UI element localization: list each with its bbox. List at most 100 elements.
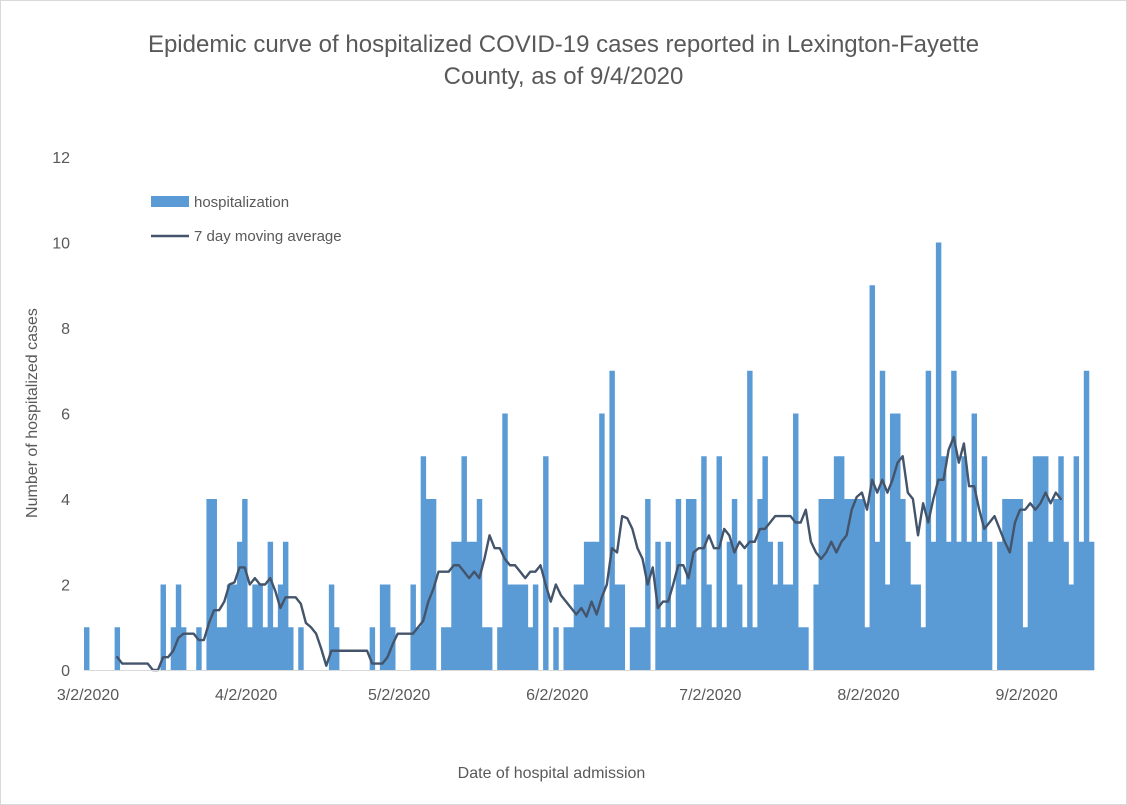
bar xyxy=(415,627,422,670)
bar xyxy=(869,285,876,670)
y-tick-label: 10 xyxy=(52,236,70,253)
bar xyxy=(833,456,840,670)
bar xyxy=(629,627,636,670)
bar xyxy=(1037,456,1044,670)
bar xyxy=(527,627,534,670)
bar xyxy=(114,627,121,670)
bar xyxy=(282,541,289,670)
bar xyxy=(685,499,692,670)
bar xyxy=(328,584,335,670)
bar xyxy=(252,584,258,670)
y-tick-label: 0 xyxy=(61,663,70,680)
bar xyxy=(946,541,952,670)
bar xyxy=(752,627,758,670)
bar xyxy=(211,499,217,670)
bar xyxy=(1032,456,1039,670)
bar xyxy=(961,456,967,670)
bar xyxy=(272,627,279,670)
bar xyxy=(507,584,513,670)
bar xyxy=(721,627,728,670)
bar xyxy=(1017,499,1023,670)
bar xyxy=(609,370,615,670)
bar xyxy=(798,627,804,670)
bar xyxy=(226,584,233,670)
legend-label-moving-average: 7 day moving average xyxy=(194,228,342,245)
bar xyxy=(288,627,294,670)
bar xyxy=(701,456,707,670)
bar xyxy=(915,584,921,670)
bar xyxy=(573,584,580,670)
legend: hospitalization 7 day moving average xyxy=(151,194,342,245)
bar xyxy=(257,584,263,670)
bar xyxy=(502,413,508,670)
bar xyxy=(930,541,937,670)
bar xyxy=(772,584,779,670)
y-tick-label: 8 xyxy=(61,321,70,338)
bar xyxy=(793,413,799,670)
bar xyxy=(456,541,462,670)
bar xyxy=(864,627,870,670)
bar xyxy=(1063,541,1069,670)
bar xyxy=(828,499,835,670)
bar xyxy=(262,627,268,670)
bar xyxy=(782,584,789,670)
bar xyxy=(854,499,860,670)
bar xyxy=(160,584,166,670)
bar xyxy=(553,627,559,670)
bar xyxy=(844,499,850,670)
bar xyxy=(1088,541,1095,670)
bar xyxy=(640,627,646,670)
bar xyxy=(522,584,529,670)
bar xyxy=(935,242,942,670)
bar xyxy=(599,413,605,670)
bar xyxy=(512,584,518,670)
bar xyxy=(680,584,687,670)
x-tick-label: 6/2/2020 xyxy=(526,687,588,704)
bar xyxy=(583,541,590,670)
bar xyxy=(379,584,386,670)
bar xyxy=(390,627,396,670)
bar xyxy=(986,541,993,670)
moving-average-line xyxy=(115,435,1063,672)
bar xyxy=(333,627,340,670)
bar xyxy=(956,541,962,670)
bar xyxy=(971,413,978,670)
bar xyxy=(1042,456,1049,670)
bar xyxy=(486,627,493,670)
bar xyxy=(889,413,896,670)
bar xyxy=(966,541,972,670)
bar xyxy=(997,541,1003,670)
bar xyxy=(726,541,733,670)
bar xyxy=(920,627,927,670)
bar xyxy=(905,541,911,670)
legend-swatch-hospitalization xyxy=(151,196,189,207)
bar xyxy=(696,627,702,670)
bar xyxy=(716,456,722,670)
legend-label-hospitalization: hospitalization xyxy=(194,194,289,211)
bar xyxy=(1073,456,1080,670)
y-tick-label: 2 xyxy=(61,578,70,595)
bar xyxy=(813,584,819,670)
bar xyxy=(803,627,809,670)
bar xyxy=(736,584,743,670)
bar xyxy=(543,456,549,670)
bar xyxy=(900,499,906,670)
bar xyxy=(481,627,488,670)
bar xyxy=(1012,499,1018,670)
bar xyxy=(267,541,274,670)
bar xyxy=(706,584,712,670)
bar xyxy=(747,370,753,670)
bar xyxy=(742,627,748,670)
x-tick-label: 5/2/2020 xyxy=(368,687,430,704)
y-tick-label: 4 xyxy=(61,492,70,509)
bar xyxy=(298,627,304,670)
bar xyxy=(665,541,671,670)
bar xyxy=(410,584,416,670)
bar xyxy=(619,584,626,670)
bar xyxy=(981,456,988,670)
bar xyxy=(895,413,901,670)
bar xyxy=(1068,584,1074,670)
bar xyxy=(563,627,569,670)
bar xyxy=(762,456,768,670)
bar xyxy=(604,627,610,670)
